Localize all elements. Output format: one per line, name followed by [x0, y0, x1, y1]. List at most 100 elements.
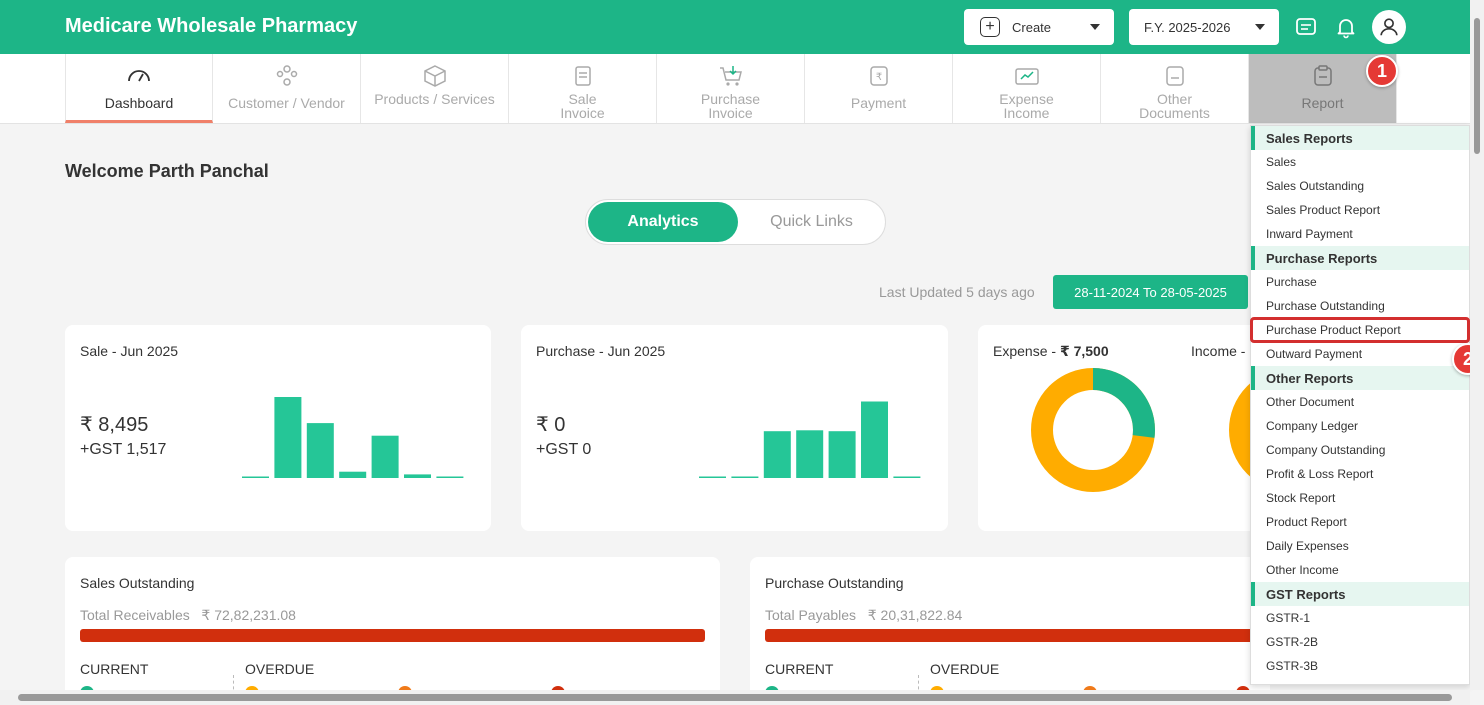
nav-dashboard[interactable]: Dashboard	[65, 54, 213, 123]
total-value: ₹ 20,31,822.84	[867, 607, 963, 623]
last-updated-text: Last Updated 5 days ago	[879, 284, 1035, 300]
section-gst-reports: GST Reports	[1251, 582, 1469, 606]
invoice-icon	[574, 66, 591, 86]
purchase-bar-chart	[699, 401, 921, 478]
chart-bar	[828, 431, 856, 478]
horizontal-scrollbar[interactable]	[0, 690, 1470, 705]
fiscal-year-select[interactable]: F.Y. 2025-2026	[1129, 9, 1279, 45]
overdue-heading: OVERDUE	[245, 661, 315, 677]
main-nav: Dashboard Customer / Vendor Products / S…	[0, 54, 1470, 124]
section-purchase-reports: Purchase Reports	[1251, 246, 1469, 270]
donut-orange-slice	[1229, 372, 1268, 488]
menu-item-gstr-2b[interactable]: GSTR-2B	[1266, 635, 1319, 649]
rupee-note-icon: ₹	[869, 66, 888, 86]
chart-bar	[796, 430, 824, 478]
user-avatar[interactable]	[1372, 10, 1406, 44]
menu-item-gstr-1[interactable]: GSTR-1	[1266, 611, 1311, 625]
menu-item-outward-payment[interactable]: Outward Payment	[1266, 347, 1363, 361]
card-title: Sales Outstanding	[80, 575, 195, 591]
expense-donut-chart	[1031, 368, 1155, 492]
purchase-card: Purchase - Jun 2025 ₹ 0 +GST 0	[521, 325, 948, 531]
tab-quick-links[interactable]: Quick Links	[770, 213, 853, 230]
nav-label: Report	[1301, 95, 1344, 111]
sale-amount: ₹ 8,495	[80, 414, 149, 436]
menu-item-sales-outstanding[interactable]: Sales Outstanding	[1266, 179, 1365, 193]
document-icon	[1165, 66, 1184, 86]
fiscal-year-label: F.Y. 2025-2026	[1144, 19, 1231, 35]
nav-other-documents[interactable]: Other Documents	[1101, 54, 1249, 123]
income-donut-chart	[1229, 372, 1268, 488]
current-heading: CURRENT	[80, 661, 149, 677]
cart-icon	[719, 66, 742, 86]
app-title: Medicare Wholesale Pharmacy	[65, 15, 358, 37]
plus-icon: +	[980, 17, 1000, 37]
expense-value: ₹ 7,500	[1059, 343, 1109, 359]
purchase-amount: ₹ 0	[536, 414, 566, 436]
sale-card: Sale - Jun 2025 ₹ 8,495 +GST 1,517	[65, 325, 491, 531]
chevron-down-icon	[1255, 24, 1265, 30]
nav-label: Customer / Vendor	[228, 95, 345, 111]
welcome-text: Welcome Parth Panchal	[65, 161, 269, 181]
vertical-scroll-thumb[interactable]	[1474, 18, 1480, 154]
card-title: Purchase - Jun 2025	[536, 343, 666, 359]
purchase-gst: +GST 0	[536, 441, 592, 458]
nav-expense-income[interactable]: Expense Income	[953, 54, 1101, 123]
chart-bar	[306, 423, 334, 478]
chart-bar	[371, 435, 399, 478]
nav-purchase-invoice[interactable]: Purchase Invoice	[657, 54, 805, 123]
menu-item-company-ledger[interactable]: Company Ledger	[1266, 419, 1359, 433]
menu-item-sales-product-report[interactable]: Sales Product Report	[1266, 203, 1381, 217]
purchase-outstanding-card: Purchase Outstanding Total Payables ₹ 20…	[750, 557, 1270, 705]
card-title: Purchase Outstanding	[765, 575, 904, 591]
menu-item-purchase[interactable]: Purchase	[1266, 275, 1317, 289]
sales-outstanding-card: Sales Outstanding Total Receivables ₹ 72…	[65, 557, 720, 705]
current-heading: CURRENT	[765, 661, 834, 677]
menu-item-sales[interactable]: Sales	[1266, 155, 1297, 169]
menu-item-gstr-3b[interactable]: GSTR-3B	[1266, 659, 1319, 673]
menu-item-company-outstanding[interactable]: Company Outstanding	[1266, 443, 1386, 457]
menu-item-inward-payment[interactable]: Inward Payment	[1266, 227, 1353, 241]
receivables-bar	[80, 629, 705, 642]
vertical-scrollbar[interactable]	[1470, 0, 1484, 690]
menu-item-other-document[interactable]: Other Document	[1266, 395, 1355, 409]
nav-label: Expense Income	[999, 91, 1054, 121]
people-icon	[276, 65, 297, 86]
menu-item-product-report[interactable]: Product Report	[1266, 515, 1347, 529]
total-receivables-label: Total Receivables ₹ 72,82,231.08	[80, 607, 296, 624]
menu-item-stock-report[interactable]: Stock Report	[1266, 491, 1336, 505]
nav-label: Dashboard	[104, 95, 174, 111]
menu-item-purchase-outstanding[interactable]: Purchase Outstanding	[1266, 299, 1385, 313]
tab-analytics[interactable]: Analytics	[588, 202, 738, 242]
date-range-button[interactable]: 28-11-2024 To 28-05-2025	[1053, 275, 1248, 309]
nav-label: Sale Invoice	[560, 91, 605, 121]
menu-item-purchase-product-report[interactable]: Purchase Product Report	[1250, 317, 1470, 343]
card-title: Sale - Jun 2025	[80, 343, 179, 359]
nav-payment[interactable]: ₹ Payment	[805, 54, 953, 123]
nav-products-services[interactable]: Products / Services	[361, 54, 509, 123]
menu-item-daily-expenses[interactable]: Daily Expenses	[1266, 539, 1349, 553]
speedometer-icon	[128, 70, 150, 82]
payables-bar	[765, 629, 1270, 642]
report-dropdown-menu: Sales Reports Sales Sales Outstanding Sa…	[1250, 125, 1470, 685]
donut-green-slice	[1031, 368, 1155, 492]
menu-item-profit-loss-report[interactable]: Profit & Loss Report	[1266, 467, 1374, 481]
create-button[interactable]: + Create	[964, 9, 1114, 45]
message-icon[interactable]	[1294, 15, 1318, 39]
chart-bar	[436, 476, 464, 478]
top-bar: Medicare Wholesale Pharmacy + Create F.Y…	[0, 0, 1470, 54]
chart-bar	[893, 476, 921, 478]
horizontal-scroll-thumb[interactable]	[18, 694, 1452, 701]
chart-bar	[242, 476, 269, 478]
chart-bar	[699, 476, 726, 478]
user-icon	[1380, 18, 1398, 36]
divider	[233, 675, 234, 695]
bell-icon[interactable]	[1334, 15, 1358, 39]
clipboard-icon	[1313, 65, 1332, 86]
income-label: Income -	[1191, 343, 1246, 359]
menu-item-other-income[interactable]: Other Income	[1266, 563, 1339, 577]
nav-sale-invoice[interactable]: Sale Invoice	[509, 54, 657, 123]
nav-label: Purchase Invoice	[700, 91, 761, 121]
nav-customer-vendor[interactable]: Customer / Vendor	[213, 54, 361, 123]
wallet-icon	[1014, 68, 1039, 85]
box-icon	[423, 65, 446, 87]
